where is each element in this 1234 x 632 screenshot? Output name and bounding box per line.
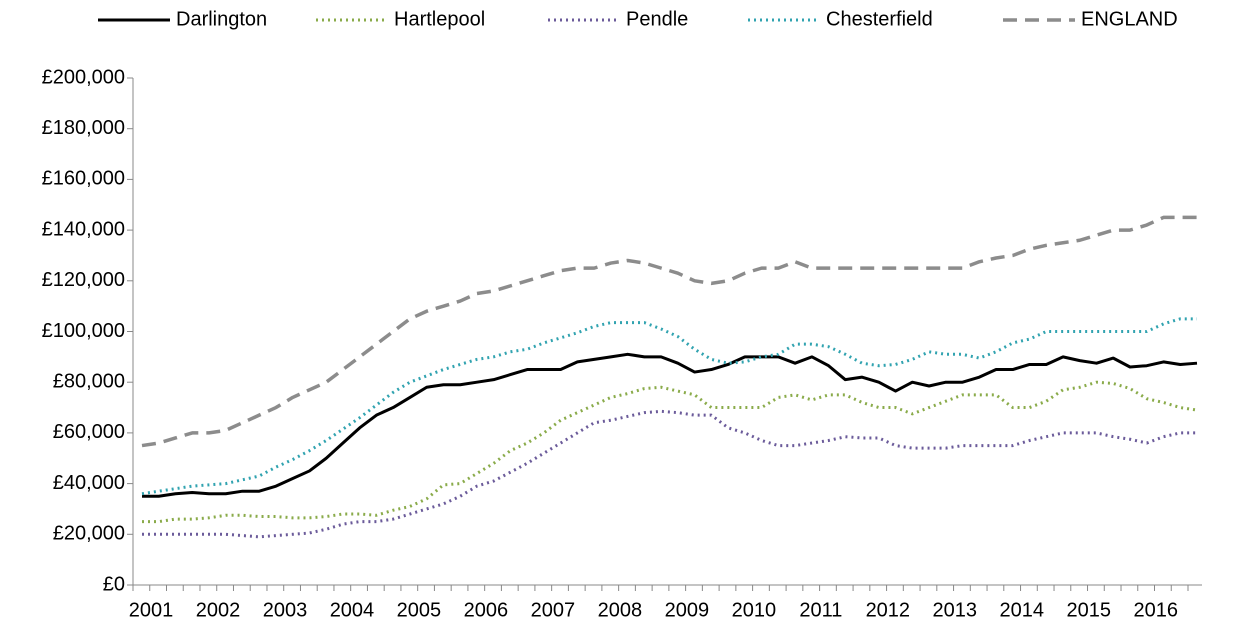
x-tick-label: 2011 [799, 599, 842, 621]
legend-label: Chesterfield [826, 8, 933, 30]
legend-label: Hartlepool [394, 8, 485, 30]
x-tick-label: 2006 [464, 599, 509, 621]
y-tick-label: £20,000 [53, 523, 125, 545]
series-line [142, 380, 1198, 524]
x-tick-label: 2013 [933, 599, 978, 621]
legend-label: ENGLAND [1081, 8, 1178, 30]
x-tick-label: 2010 [732, 599, 777, 621]
legend-label: Pendle [626, 8, 688, 30]
y-tick-label: £120,000 [42, 269, 125, 291]
y-tick-label: £60,000 [53, 421, 125, 443]
x-tick-label: 2002 [196, 599, 241, 621]
x-tick-label: 2003 [263, 599, 308, 621]
x-tick-label: 2004 [330, 599, 375, 621]
series-line [141, 317, 1197, 496]
y-tick-label: £100,000 [42, 320, 125, 342]
y-tick-label: £160,000 [42, 168, 125, 190]
series-line [142, 352, 1198, 498]
x-tick-label: 2009 [665, 599, 710, 621]
y-tick-label: £0 [103, 573, 125, 595]
y-tick-label: £180,000 [42, 117, 125, 139]
x-tick-label: 2016 [1134, 599, 1179, 621]
legend-label: Darlington [176, 8, 267, 30]
series-line [142, 409, 1197, 539]
x-tick-label: 2014 [1000, 599, 1045, 621]
x-tick-label: 2008 [598, 599, 643, 621]
y-tick-label: £80,000 [53, 370, 125, 392]
x-tick-label: 2012 [866, 599, 911, 621]
x-tick-label: 2015 [1067, 599, 1112, 621]
series-line [141, 215, 1197, 448]
y-tick-label: £140,000 [42, 218, 125, 240]
y-tick-label: £40,000 [53, 472, 125, 494]
y-tick-label: £200,000 [42, 66, 125, 88]
x-tick-label: 2005 [397, 599, 442, 621]
x-tick-label: 2001 [129, 599, 174, 621]
x-tick-label: 2007 [531, 599, 576, 621]
